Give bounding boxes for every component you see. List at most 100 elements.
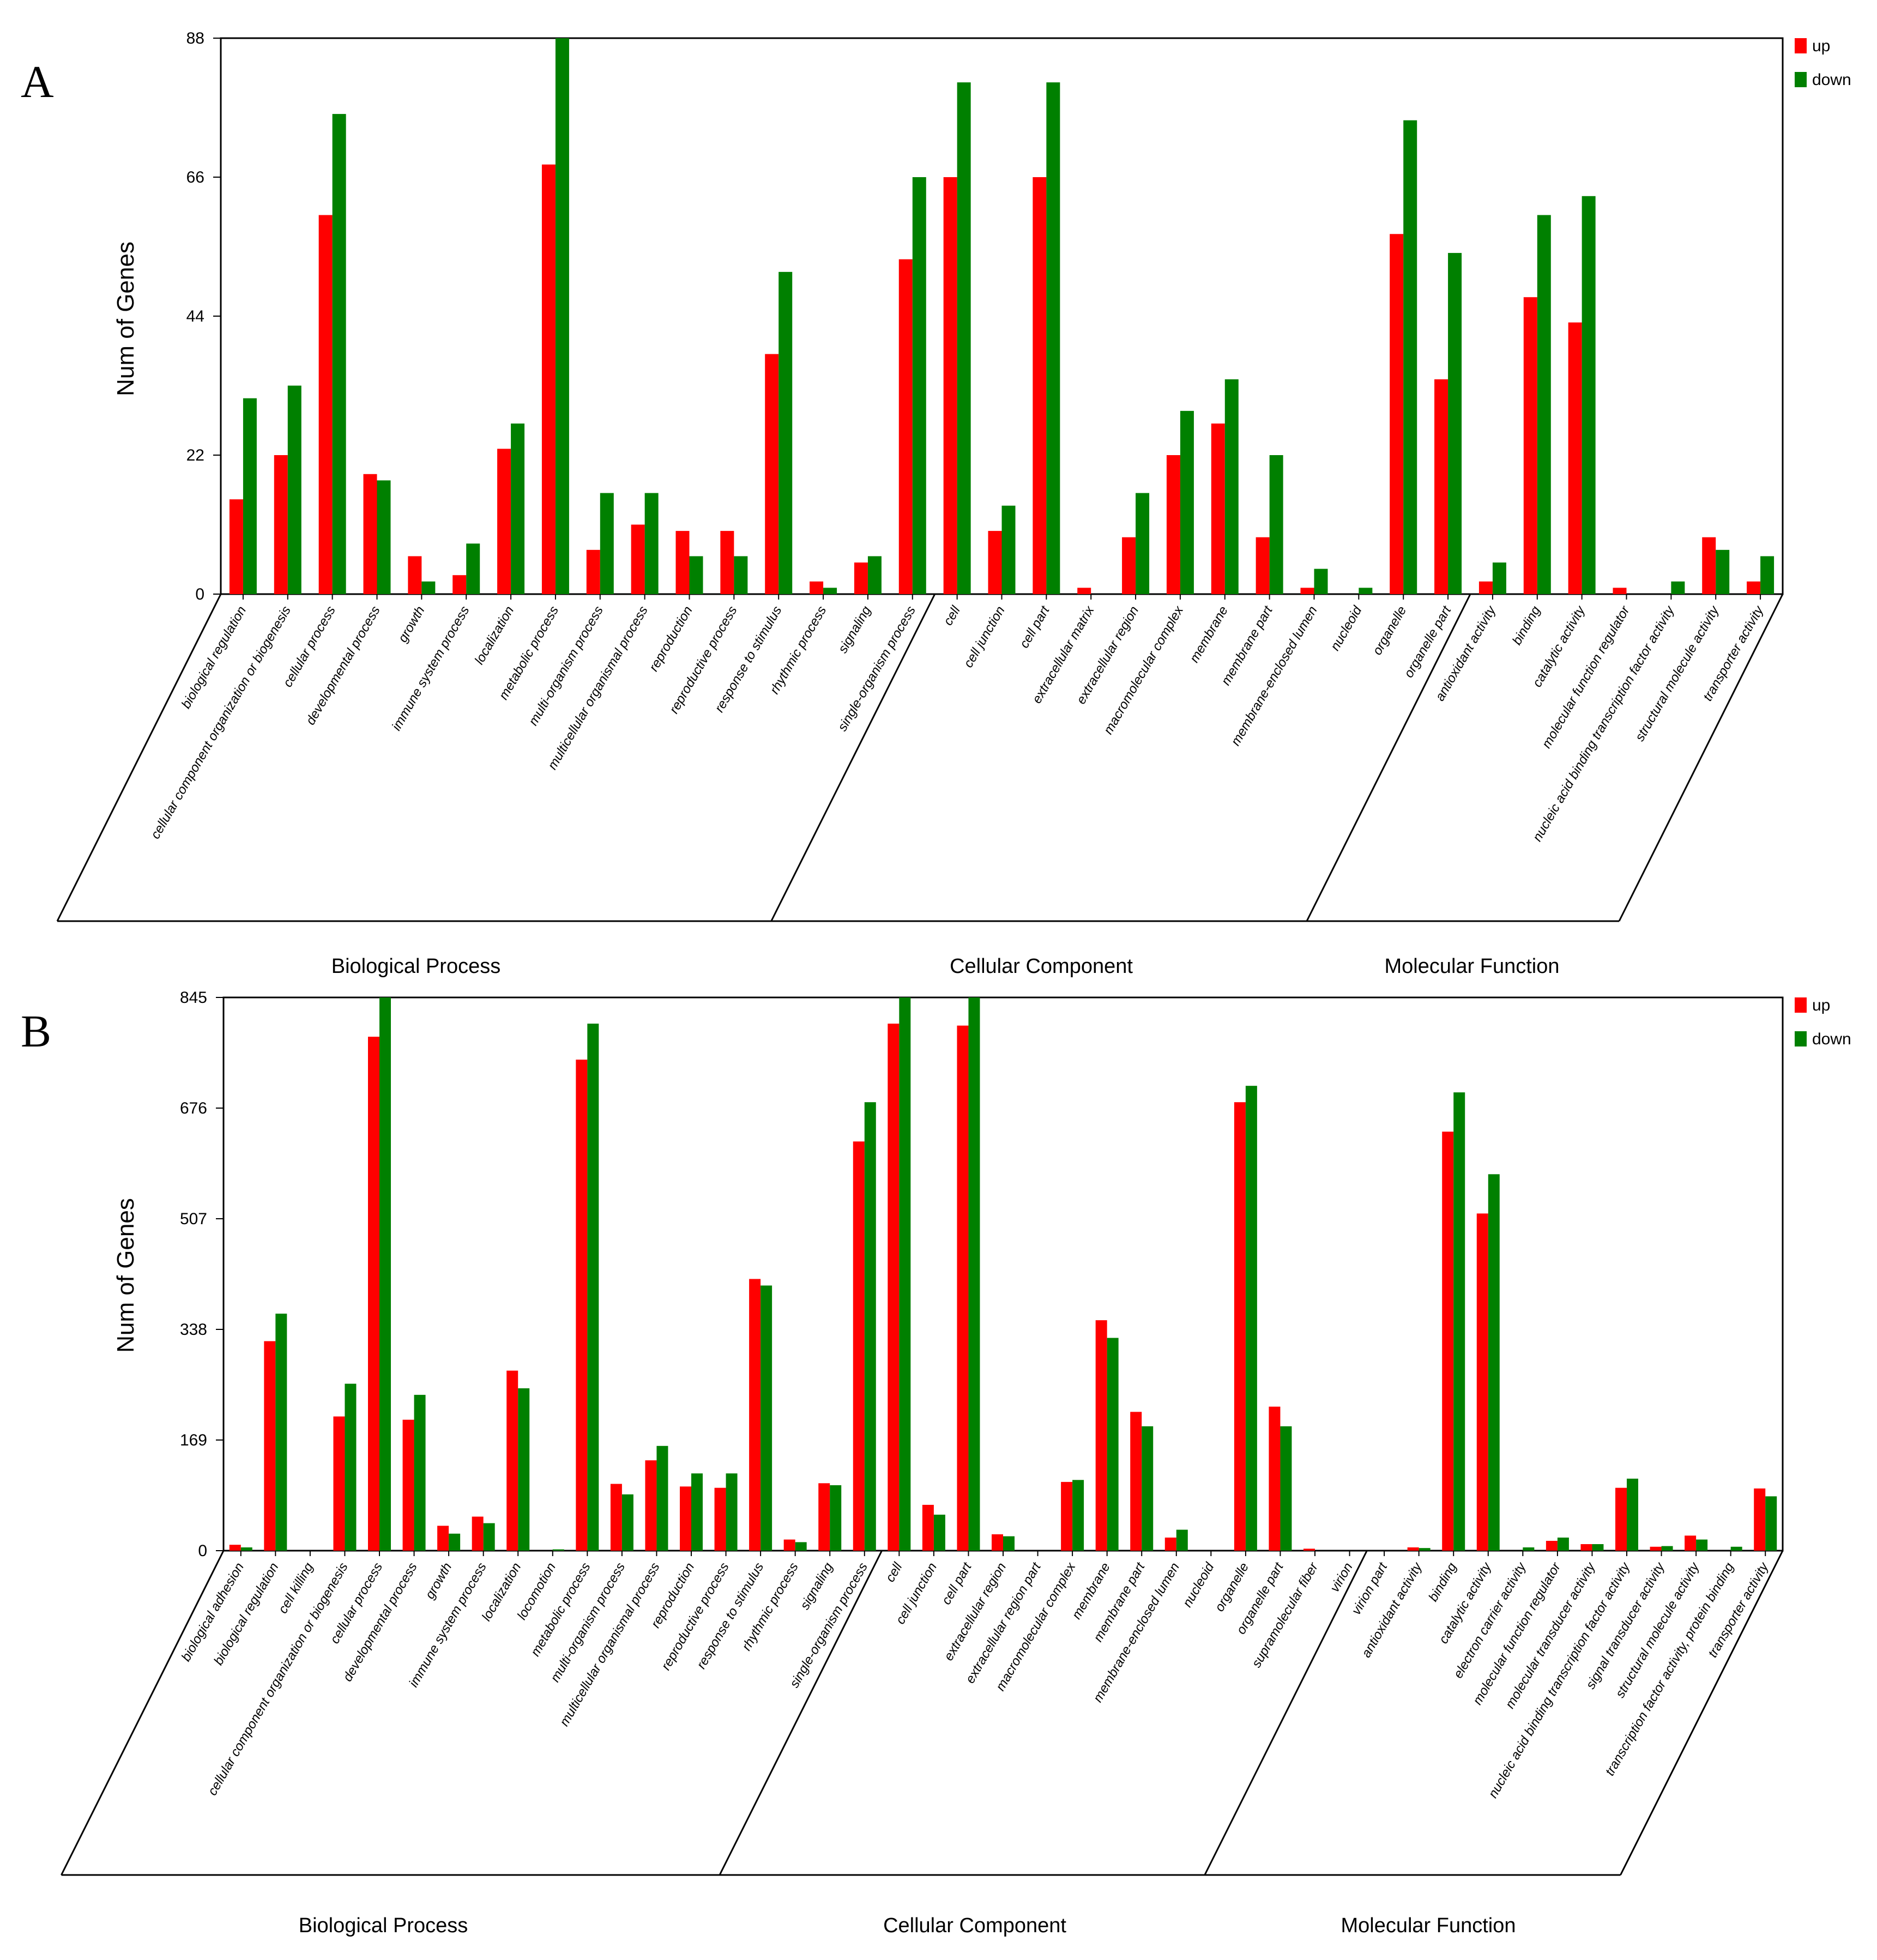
bar-up xyxy=(1434,379,1449,594)
legend-label-up: up xyxy=(1812,996,1830,1014)
bar-up xyxy=(783,1539,795,1551)
legend-label-down: down xyxy=(1812,1030,1851,1048)
category-label: membrane-enclosed lumen xyxy=(1228,604,1320,748)
bar-up xyxy=(1754,1488,1766,1551)
bar-up xyxy=(888,1024,900,1551)
bar-down xyxy=(957,82,971,595)
bar-down xyxy=(1627,1478,1638,1551)
category-label: binding xyxy=(1510,603,1543,648)
bar-down xyxy=(1142,1426,1154,1551)
bar-up xyxy=(1077,588,1091,594)
bar-up xyxy=(818,1483,830,1551)
bar-up xyxy=(610,1484,622,1551)
group-divider xyxy=(1620,1550,1784,1876)
y-axis-label: Num of Genes xyxy=(112,241,139,396)
bar-up xyxy=(1033,177,1047,594)
bar-down xyxy=(345,1383,357,1551)
y-tick-label: 676 xyxy=(180,1099,207,1117)
group-label: Cellular Component xyxy=(883,1914,1066,1937)
y-tick-label: 44 xyxy=(186,307,204,325)
category-label: single-organism process xyxy=(835,604,919,734)
bar-up xyxy=(1568,322,1582,594)
bar-down xyxy=(1359,588,1373,594)
category-label: growth xyxy=(395,604,427,645)
category-label: organelle xyxy=(1212,1560,1252,1614)
group-divider xyxy=(1306,594,1471,922)
group-label: Molecular Function xyxy=(1384,955,1559,978)
bar-down xyxy=(1671,581,1685,594)
bar-down xyxy=(1760,556,1775,594)
bar-down xyxy=(275,1314,287,1551)
bar-up xyxy=(1234,1102,1246,1551)
bar-down xyxy=(1224,379,1239,594)
bar-down xyxy=(1765,1496,1777,1551)
bar-down xyxy=(1403,120,1417,594)
bar-down xyxy=(1730,1546,1742,1551)
bar-up xyxy=(437,1526,449,1551)
bar-down xyxy=(968,997,980,1551)
bar-down xyxy=(1176,1529,1188,1551)
bar-up xyxy=(333,1416,345,1551)
bar-up xyxy=(229,1545,241,1551)
bar-up xyxy=(1166,455,1180,594)
bar-down xyxy=(379,997,391,1551)
bar-up xyxy=(1303,1548,1315,1551)
category-label: cell part xyxy=(1017,603,1053,650)
bar-up xyxy=(943,177,957,594)
bar-up xyxy=(1747,581,1761,594)
group-label: Cellular Component xyxy=(950,955,1133,978)
category-label: extracellular region xyxy=(941,1560,1009,1663)
bar-down xyxy=(644,493,659,594)
bar-down xyxy=(552,1549,564,1551)
bar-up xyxy=(1702,537,1716,594)
bar-up xyxy=(452,575,467,594)
bar-up xyxy=(957,1025,969,1551)
bar-up xyxy=(922,1504,934,1551)
category-label: membrane xyxy=(1187,604,1231,666)
bar-up xyxy=(854,562,868,594)
bar-down xyxy=(1661,1546,1673,1551)
bar-up xyxy=(368,1037,379,1551)
bar-down xyxy=(511,424,525,594)
category-label: cell part xyxy=(939,1559,975,1607)
bar-down xyxy=(1046,82,1060,595)
bar-up xyxy=(229,499,243,594)
bar-up xyxy=(1613,588,1627,594)
y-tick-label: 0 xyxy=(195,585,204,603)
bar-up xyxy=(714,1487,726,1551)
bar-up xyxy=(1095,1320,1107,1551)
bar-down xyxy=(1107,1338,1119,1551)
bar-down xyxy=(691,1473,703,1551)
bar-up xyxy=(1478,581,1493,594)
bar-down xyxy=(377,480,391,594)
category-label: structural molecule activity xyxy=(1632,603,1722,744)
y-axis-label: Num of Genes xyxy=(112,1198,139,1353)
bar-up xyxy=(675,531,690,594)
group-divider xyxy=(770,594,936,922)
bar-up xyxy=(1580,1544,1592,1551)
bar-down xyxy=(1072,1480,1084,1551)
bar-down xyxy=(726,1473,738,1551)
bar-down xyxy=(734,556,748,594)
group-divider xyxy=(1618,594,1784,922)
category-label: cell junction xyxy=(961,604,1008,670)
bar-up xyxy=(1211,424,1225,594)
bar-up xyxy=(810,581,824,594)
group-label: Biological Process xyxy=(299,1914,468,1937)
panel-label: A xyxy=(21,57,54,107)
bar-down xyxy=(1280,1426,1292,1551)
group-label: Molecular Function xyxy=(1341,1914,1516,1937)
bar-down xyxy=(1448,253,1462,594)
bar-up xyxy=(1390,234,1404,594)
bar-up xyxy=(506,1370,518,1551)
bar-down xyxy=(1557,1537,1569,1551)
bar-up xyxy=(1685,1535,1697,1551)
category-label: response to stimulus xyxy=(694,1560,767,1672)
category-label: nucleoid xyxy=(1180,1560,1217,1610)
bar-up xyxy=(898,259,913,594)
bar-up xyxy=(586,549,600,594)
bar-down xyxy=(656,1445,668,1551)
bar-up xyxy=(576,1060,588,1551)
